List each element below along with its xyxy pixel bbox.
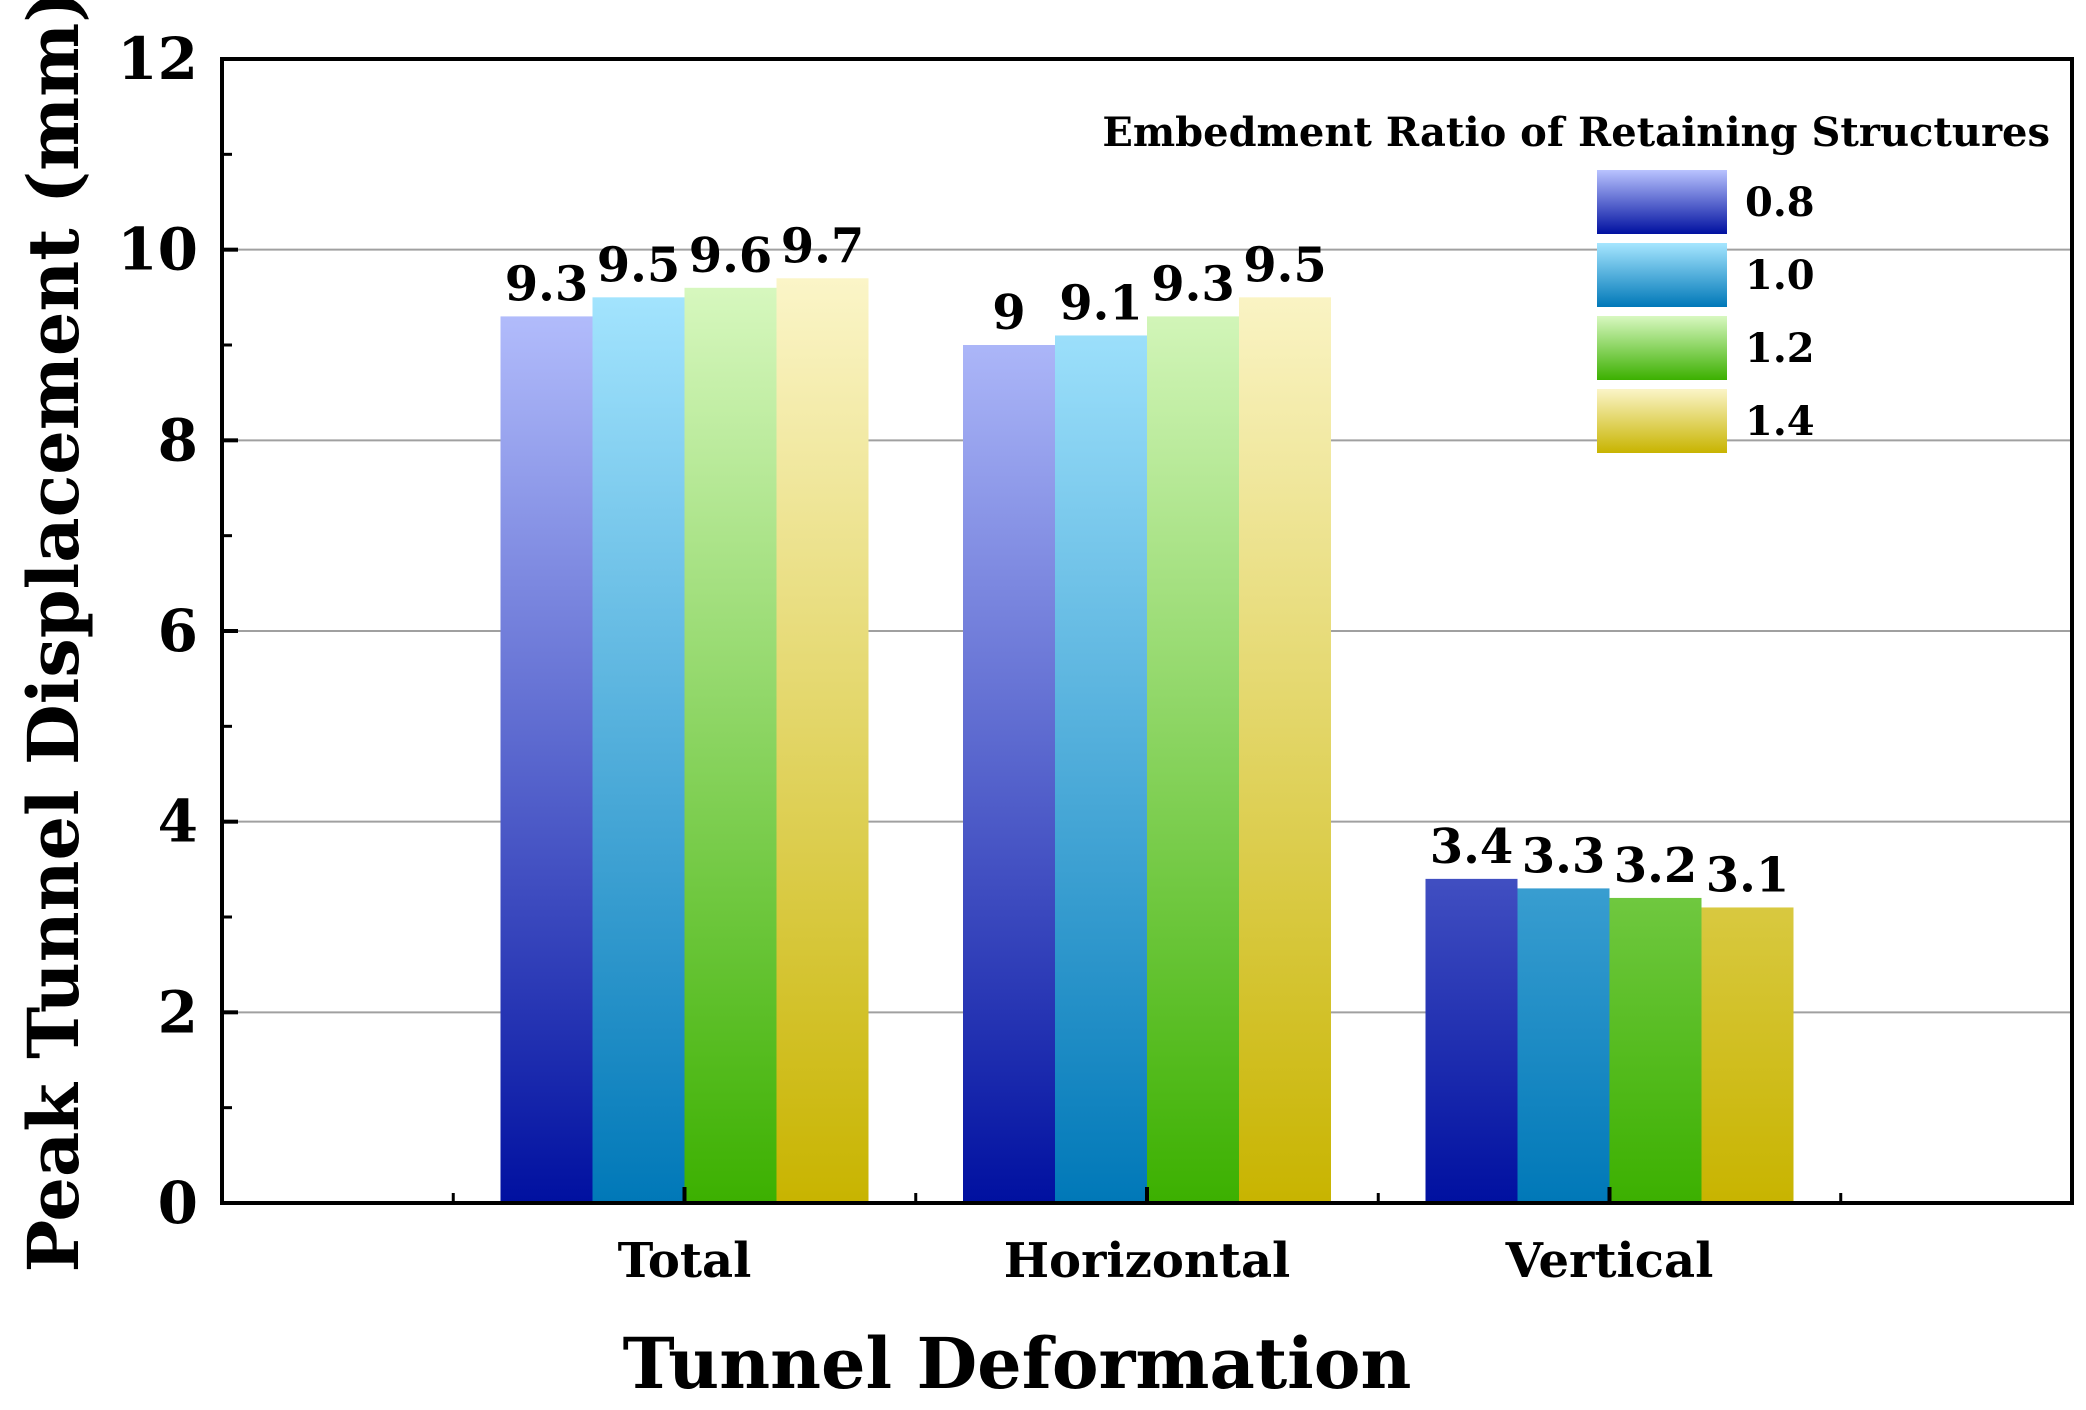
data-label: 3.3 bbox=[1522, 828, 1606, 884]
bar bbox=[1425, 878, 1518, 1203]
data-label: 3.2 bbox=[1614, 838, 1698, 894]
bar bbox=[1055, 335, 1147, 1203]
x-category-label: Horizontal bbox=[1004, 1233, 1291, 1289]
bar bbox=[1147, 316, 1239, 1203]
bar bbox=[963, 345, 1055, 1203]
y-tick-label: 10 bbox=[117, 216, 198, 284]
legend: Embedment Ratio of Retaining Structures … bbox=[1102, 109, 2050, 453]
bar bbox=[1239, 297, 1331, 1203]
y-tick-label: 4 bbox=[158, 788, 198, 856]
bar bbox=[1609, 897, 1702, 1203]
data-label: 9.3 bbox=[1151, 256, 1235, 312]
data-label: 9.1 bbox=[1059, 275, 1143, 331]
legend-swatch bbox=[1597, 243, 1727, 307]
y-axis-title: Peak Tunnel Displacement (mm) bbox=[12, 0, 95, 1272]
bar bbox=[776, 278, 869, 1203]
y-tick-label: 0 bbox=[158, 1169, 198, 1237]
bar bbox=[592, 297, 685, 1203]
legend-label: 1.4 bbox=[1745, 398, 1815, 445]
bars bbox=[500, 278, 1794, 1203]
data-label: 9.3 bbox=[505, 256, 589, 312]
bar bbox=[1517, 888, 1610, 1203]
axis-ticks bbox=[222, 57, 1843, 1205]
y-tick-label: 12 bbox=[117, 25, 198, 93]
legend-swatch bbox=[1597, 389, 1727, 453]
x-category-label: Vertical bbox=[1505, 1233, 1714, 1289]
legend-title: Embedment Ratio of Retaining Structures bbox=[1102, 109, 2050, 156]
legend-label: 0.8 bbox=[1745, 179, 1815, 226]
data-label: 9.7 bbox=[781, 218, 865, 274]
legend-swatch bbox=[1597, 316, 1727, 380]
legend-label: 1.2 bbox=[1745, 325, 1815, 372]
data-labels: 9.3 9.5 9.6 9.79 9.1 9.3 9.53.4 3.3 3.2 3.1 bbox=[505, 218, 1790, 903]
data-label: 3.1 bbox=[1706, 847, 1790, 903]
data-label: 9.6 bbox=[689, 228, 773, 284]
y-tick-label: 2 bbox=[158, 978, 198, 1046]
legend-swatch bbox=[1597, 170, 1727, 234]
data-label: 9.5 bbox=[1243, 237, 1327, 293]
x-category-label: Total bbox=[618, 1233, 752, 1289]
data-label: 3.4 bbox=[1430, 819, 1514, 875]
y-tick-labels: 0 2 4 6 8 10 12 bbox=[117, 25, 198, 1237]
bar bbox=[684, 287, 777, 1203]
bar bbox=[1701, 907, 1794, 1203]
x-category-labels: Total Horizontal Vertical bbox=[618, 1233, 1714, 1289]
x-axis-title: Tunnel Deformation bbox=[623, 1322, 1412, 1405]
data-label: 9 bbox=[992, 285, 1025, 341]
legend-label: 1.0 bbox=[1745, 252, 1815, 299]
bar bbox=[500, 316, 593, 1203]
y-tick-label: 8 bbox=[158, 406, 198, 474]
y-tick-label: 6 bbox=[158, 597, 198, 665]
data-label: 9.5 bbox=[597, 237, 681, 293]
